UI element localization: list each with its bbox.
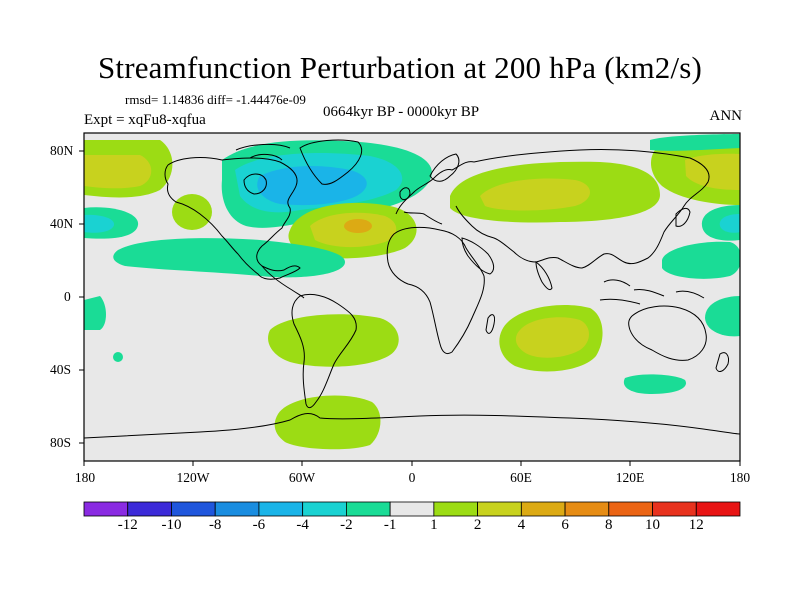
colorbar-label: 8 bbox=[605, 517, 613, 533]
colorbar-swatch bbox=[608, 501, 653, 517]
lon-label-120w: 120W bbox=[176, 470, 210, 485]
colorbar-label: -6 bbox=[252, 517, 266, 533]
colorbar-swatch bbox=[520, 501, 566, 517]
coast-hudson-bay bbox=[243, 173, 267, 195]
colorbar-swatch bbox=[83, 501, 129, 517]
colorbar-label: -4 bbox=[296, 517, 309, 533]
contour-neg2-left-40n bbox=[84, 214, 115, 233]
coast-north-america bbox=[164, 157, 301, 280]
colorbar bbox=[83, 501, 741, 517]
plot-title: Streamfunction Perturbation at 200 hPa (… bbox=[97, 50, 703, 85]
coastlines bbox=[84, 139, 740, 439]
lon-label-180e: 180 bbox=[729, 470, 751, 485]
colorbar-swatch bbox=[345, 501, 391, 517]
season-label: ANN bbox=[709, 108, 743, 124]
contour-pos-alaska bbox=[172, 194, 212, 230]
colorbar-swatch bbox=[433, 501, 479, 517]
contour-pos-ant bbox=[274, 395, 381, 450]
colorbar-label: -12 bbox=[117, 517, 138, 533]
coast-new-zealand bbox=[715, 352, 729, 372]
coast-south-america bbox=[291, 293, 357, 409]
colorbar-label: -2 bbox=[340, 517, 353, 533]
stats-text: rmsd= 1.14836 diff= -1.44476e-09 bbox=[125, 92, 306, 107]
contour-pos4-atl bbox=[344, 219, 372, 233]
coast-asia bbox=[455, 148, 710, 269]
contour-neg-top-right bbox=[650, 134, 740, 151]
contour-neg-sh-pac bbox=[84, 296, 106, 330]
period-text: 0664kyr BP - 0000kyr BP bbox=[323, 104, 480, 120]
colorbar-label: -8 bbox=[208, 517, 222, 533]
colorbar-swatch bbox=[214, 501, 260, 517]
experiment-text: Expt = xqFu8-xqfua bbox=[84, 112, 206, 128]
colorbar-label: -1 bbox=[383, 517, 397, 533]
contour-neg-subtrop bbox=[113, 238, 346, 278]
lon-label-0: 0 bbox=[408, 470, 416, 485]
colorbar-label: 12 bbox=[688, 517, 704, 533]
coast-scandinavia bbox=[429, 153, 460, 182]
colorbar-swatch bbox=[477, 501, 522, 517]
coast-canadian-islands bbox=[235, 143, 291, 161]
lat-label-eq: 0 bbox=[64, 289, 71, 304]
colorbar-label: 2 bbox=[473, 517, 482, 533]
coast-australia bbox=[628, 305, 707, 361]
colorbar-label: 4 bbox=[517, 517, 526, 533]
lat-label-40n: 40N bbox=[50, 216, 74, 231]
coast-indonesia bbox=[599, 279, 705, 305]
lat-label-80s: 80S bbox=[50, 435, 72, 450]
colorbar-label: 1 bbox=[430, 517, 438, 533]
contour-neg-spac bbox=[623, 374, 687, 394]
coast-central-america bbox=[261, 265, 305, 299]
contour-pos2-eur bbox=[480, 178, 590, 211]
coast-uk bbox=[399, 187, 411, 201]
contour-pos2-np-left bbox=[84, 155, 152, 189]
colorbar-label: -10 bbox=[161, 517, 182, 533]
colorbar-swatch bbox=[302, 501, 347, 517]
colorbar-label: 10 bbox=[645, 517, 661, 533]
contour-neg-subtrop-right bbox=[662, 241, 740, 279]
colorbar-swatch bbox=[695, 501, 741, 517]
contour-neg2-right-40n bbox=[719, 214, 740, 233]
contour-pos-sa bbox=[268, 314, 399, 367]
lon-label-180w: 180 bbox=[74, 470, 96, 485]
contour-neg4-na bbox=[257, 166, 367, 206]
lat-label-80n: 80N bbox=[50, 143, 74, 158]
coast-japan bbox=[675, 207, 691, 227]
colorbar-swatch bbox=[127, 501, 172, 517]
coast-greenland bbox=[299, 139, 363, 185]
axis-ticks bbox=[79, 150, 741, 466]
coast-arabia bbox=[461, 237, 495, 275]
lon-label-60e: 60E bbox=[510, 470, 532, 485]
colorbar-swatch bbox=[389, 501, 435, 517]
coast-antarctica bbox=[84, 413, 740, 439]
colorbar-swatch bbox=[564, 501, 610, 517]
contour-pos2-io bbox=[515, 317, 589, 358]
coast-madagascar bbox=[485, 314, 495, 334]
coast-india bbox=[535, 260, 553, 291]
colorbar-swatch bbox=[171, 501, 216, 517]
colorbar-label: 6 bbox=[561, 517, 569, 533]
colorbar-swatch bbox=[652, 501, 697, 517]
coast-africa bbox=[386, 226, 485, 355]
lat-label-40s: 40S bbox=[50, 362, 72, 377]
lon-label-120e: 120E bbox=[615, 470, 645, 485]
contour-neg-sh-right bbox=[705, 296, 740, 337]
colorbar-swatch bbox=[258, 501, 304, 517]
contour-neg-small bbox=[113, 352, 123, 362]
lon-label-60w: 60W bbox=[288, 470, 316, 485]
